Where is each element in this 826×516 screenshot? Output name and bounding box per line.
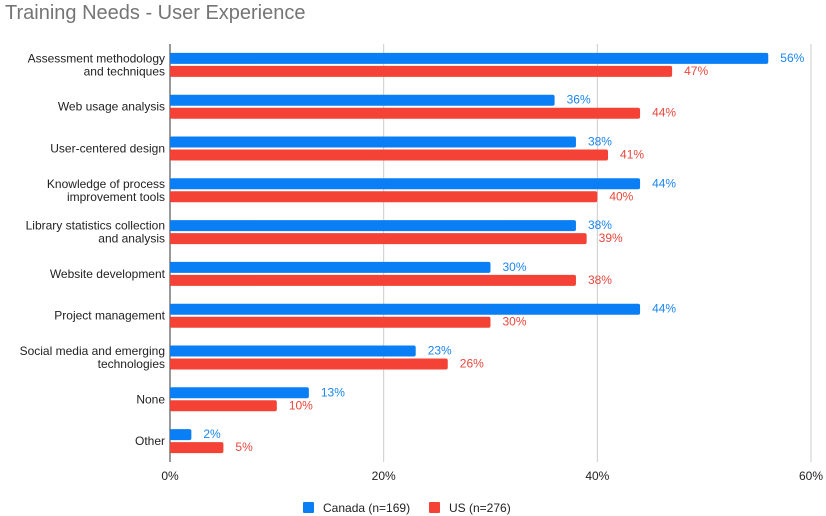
legend-swatch-canada — [303, 502, 314, 513]
data-label-us: 47% — [684, 64, 708, 78]
x-tick-label: 20% — [372, 469, 396, 483]
category-label: User-centered design — [50, 142, 165, 156]
category-label: Web usage analysis — [58, 100, 165, 114]
bar-canada — [170, 261, 491, 273]
bar-canada — [170, 136, 576, 148]
x-tick-label: 40% — [585, 469, 609, 483]
bar-canada — [170, 429, 192, 441]
bar-us — [170, 149, 609, 161]
legend: Canada (n=169) US (n=276) — [303, 501, 511, 515]
category-label: Library statistics collection — [26, 219, 165, 233]
data-label-canada: 38% — [588, 135, 612, 149]
category-label: technologies — [98, 357, 165, 371]
data-label-us: 44% — [652, 106, 676, 120]
legend-label-canada: Canada (n=169) — [323, 501, 410, 515]
data-label-canada: 30% — [503, 260, 527, 274]
data-label-us: 26% — [460, 357, 484, 371]
category-label: Other — [135, 434, 165, 448]
data-label-us: 38% — [588, 273, 612, 287]
data-label-canada: 56% — [780, 51, 804, 65]
chart-title: Training Needs - User Experience — [5, 2, 306, 24]
bar-canada — [170, 52, 769, 64]
bar-canada — [170, 345, 416, 357]
bar-us — [170, 316, 491, 328]
bar-us — [170, 233, 587, 245]
bar-canada — [170, 94, 555, 106]
data-label-us: 10% — [289, 398, 313, 412]
bar-us — [170, 274, 576, 286]
data-label-canada: 44% — [652, 176, 676, 190]
bars — [170, 52, 769, 454]
legend-label-us: US (n=276) — [449, 501, 511, 515]
data-label-canada: 36% — [567, 93, 591, 107]
data-label-canada: 2% — [203, 427, 221, 441]
bar-canada — [170, 178, 641, 190]
category-label: None — [136, 392, 165, 406]
bar-canada — [170, 387, 309, 399]
gridlines — [169, 44, 812, 462]
category-label: Assessment methodology — [28, 51, 165, 65]
data-label-us: 5% — [235, 440, 253, 454]
bar-canada — [170, 220, 576, 232]
category-label: and analysis — [98, 232, 165, 246]
data-label-us: 30% — [503, 315, 527, 329]
category-label: Website development — [50, 267, 166, 281]
bar-canada — [170, 303, 641, 315]
data-label-canada: 38% — [588, 218, 612, 232]
x-tick-label: 0% — [161, 469, 179, 483]
bar-us — [170, 400, 277, 412]
x-tick-labels: 0% 20% 40% 60% — [161, 469, 823, 483]
data-label-us: 41% — [620, 148, 644, 162]
data-label-canada: 13% — [321, 385, 345, 399]
category-label: Social media and emerging — [20, 344, 165, 358]
x-tick-label: 60% — [799, 469, 823, 483]
bar-us — [170, 358, 448, 370]
bar-us — [170, 442, 224, 454]
data-label-us: 39% — [599, 231, 623, 245]
data-label-canada: 44% — [652, 302, 676, 316]
bar-us — [170, 191, 598, 203]
data-label-canada: 23% — [428, 344, 452, 358]
category-label: improvement tools — [67, 190, 165, 204]
legend-swatch-us — [429, 502, 440, 513]
category-label: Project management — [54, 309, 165, 323]
data-labels: 56%47%36%44%38%41%44%40%38%39%30%38%44%3… — [203, 51, 804, 454]
category-label: and techniques — [84, 64, 165, 78]
category-label: Knowledge of process — [47, 177, 165, 191]
data-label-us: 40% — [609, 189, 633, 203]
bar-us — [170, 65, 673, 77]
bar-us — [170, 107, 641, 119]
